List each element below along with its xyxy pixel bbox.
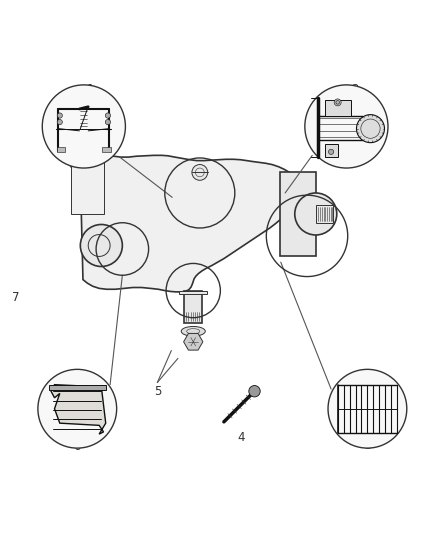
Polygon shape [184,290,201,324]
Circle shape [105,113,110,118]
Polygon shape [51,385,106,434]
Text: 7: 7 [12,290,20,304]
Polygon shape [71,159,103,214]
Circle shape [80,224,122,266]
Circle shape [356,115,384,143]
Text: 1: 1 [86,83,94,96]
Circle shape [42,85,125,168]
Circle shape [248,385,260,397]
Circle shape [327,369,406,448]
Circle shape [38,369,117,448]
Text: 6: 6 [73,440,81,453]
Text: 5: 5 [153,385,161,398]
Circle shape [333,99,340,106]
Circle shape [57,119,62,125]
Circle shape [105,119,110,125]
Circle shape [57,113,62,118]
Ellipse shape [181,326,205,336]
Circle shape [191,165,207,180]
Polygon shape [179,290,207,294]
Text: 3: 3 [363,439,370,453]
Polygon shape [324,144,337,157]
Circle shape [304,85,387,168]
Bar [49,385,106,390]
Polygon shape [315,205,332,223]
Bar [57,147,65,152]
Circle shape [195,168,204,177]
Polygon shape [324,100,350,116]
Circle shape [328,149,333,155]
Text: 4: 4 [237,431,244,443]
Polygon shape [183,334,202,350]
Polygon shape [279,172,315,255]
Polygon shape [70,155,298,292]
Bar [102,147,111,152]
Circle shape [294,193,336,235]
Text: 2: 2 [350,83,358,96]
